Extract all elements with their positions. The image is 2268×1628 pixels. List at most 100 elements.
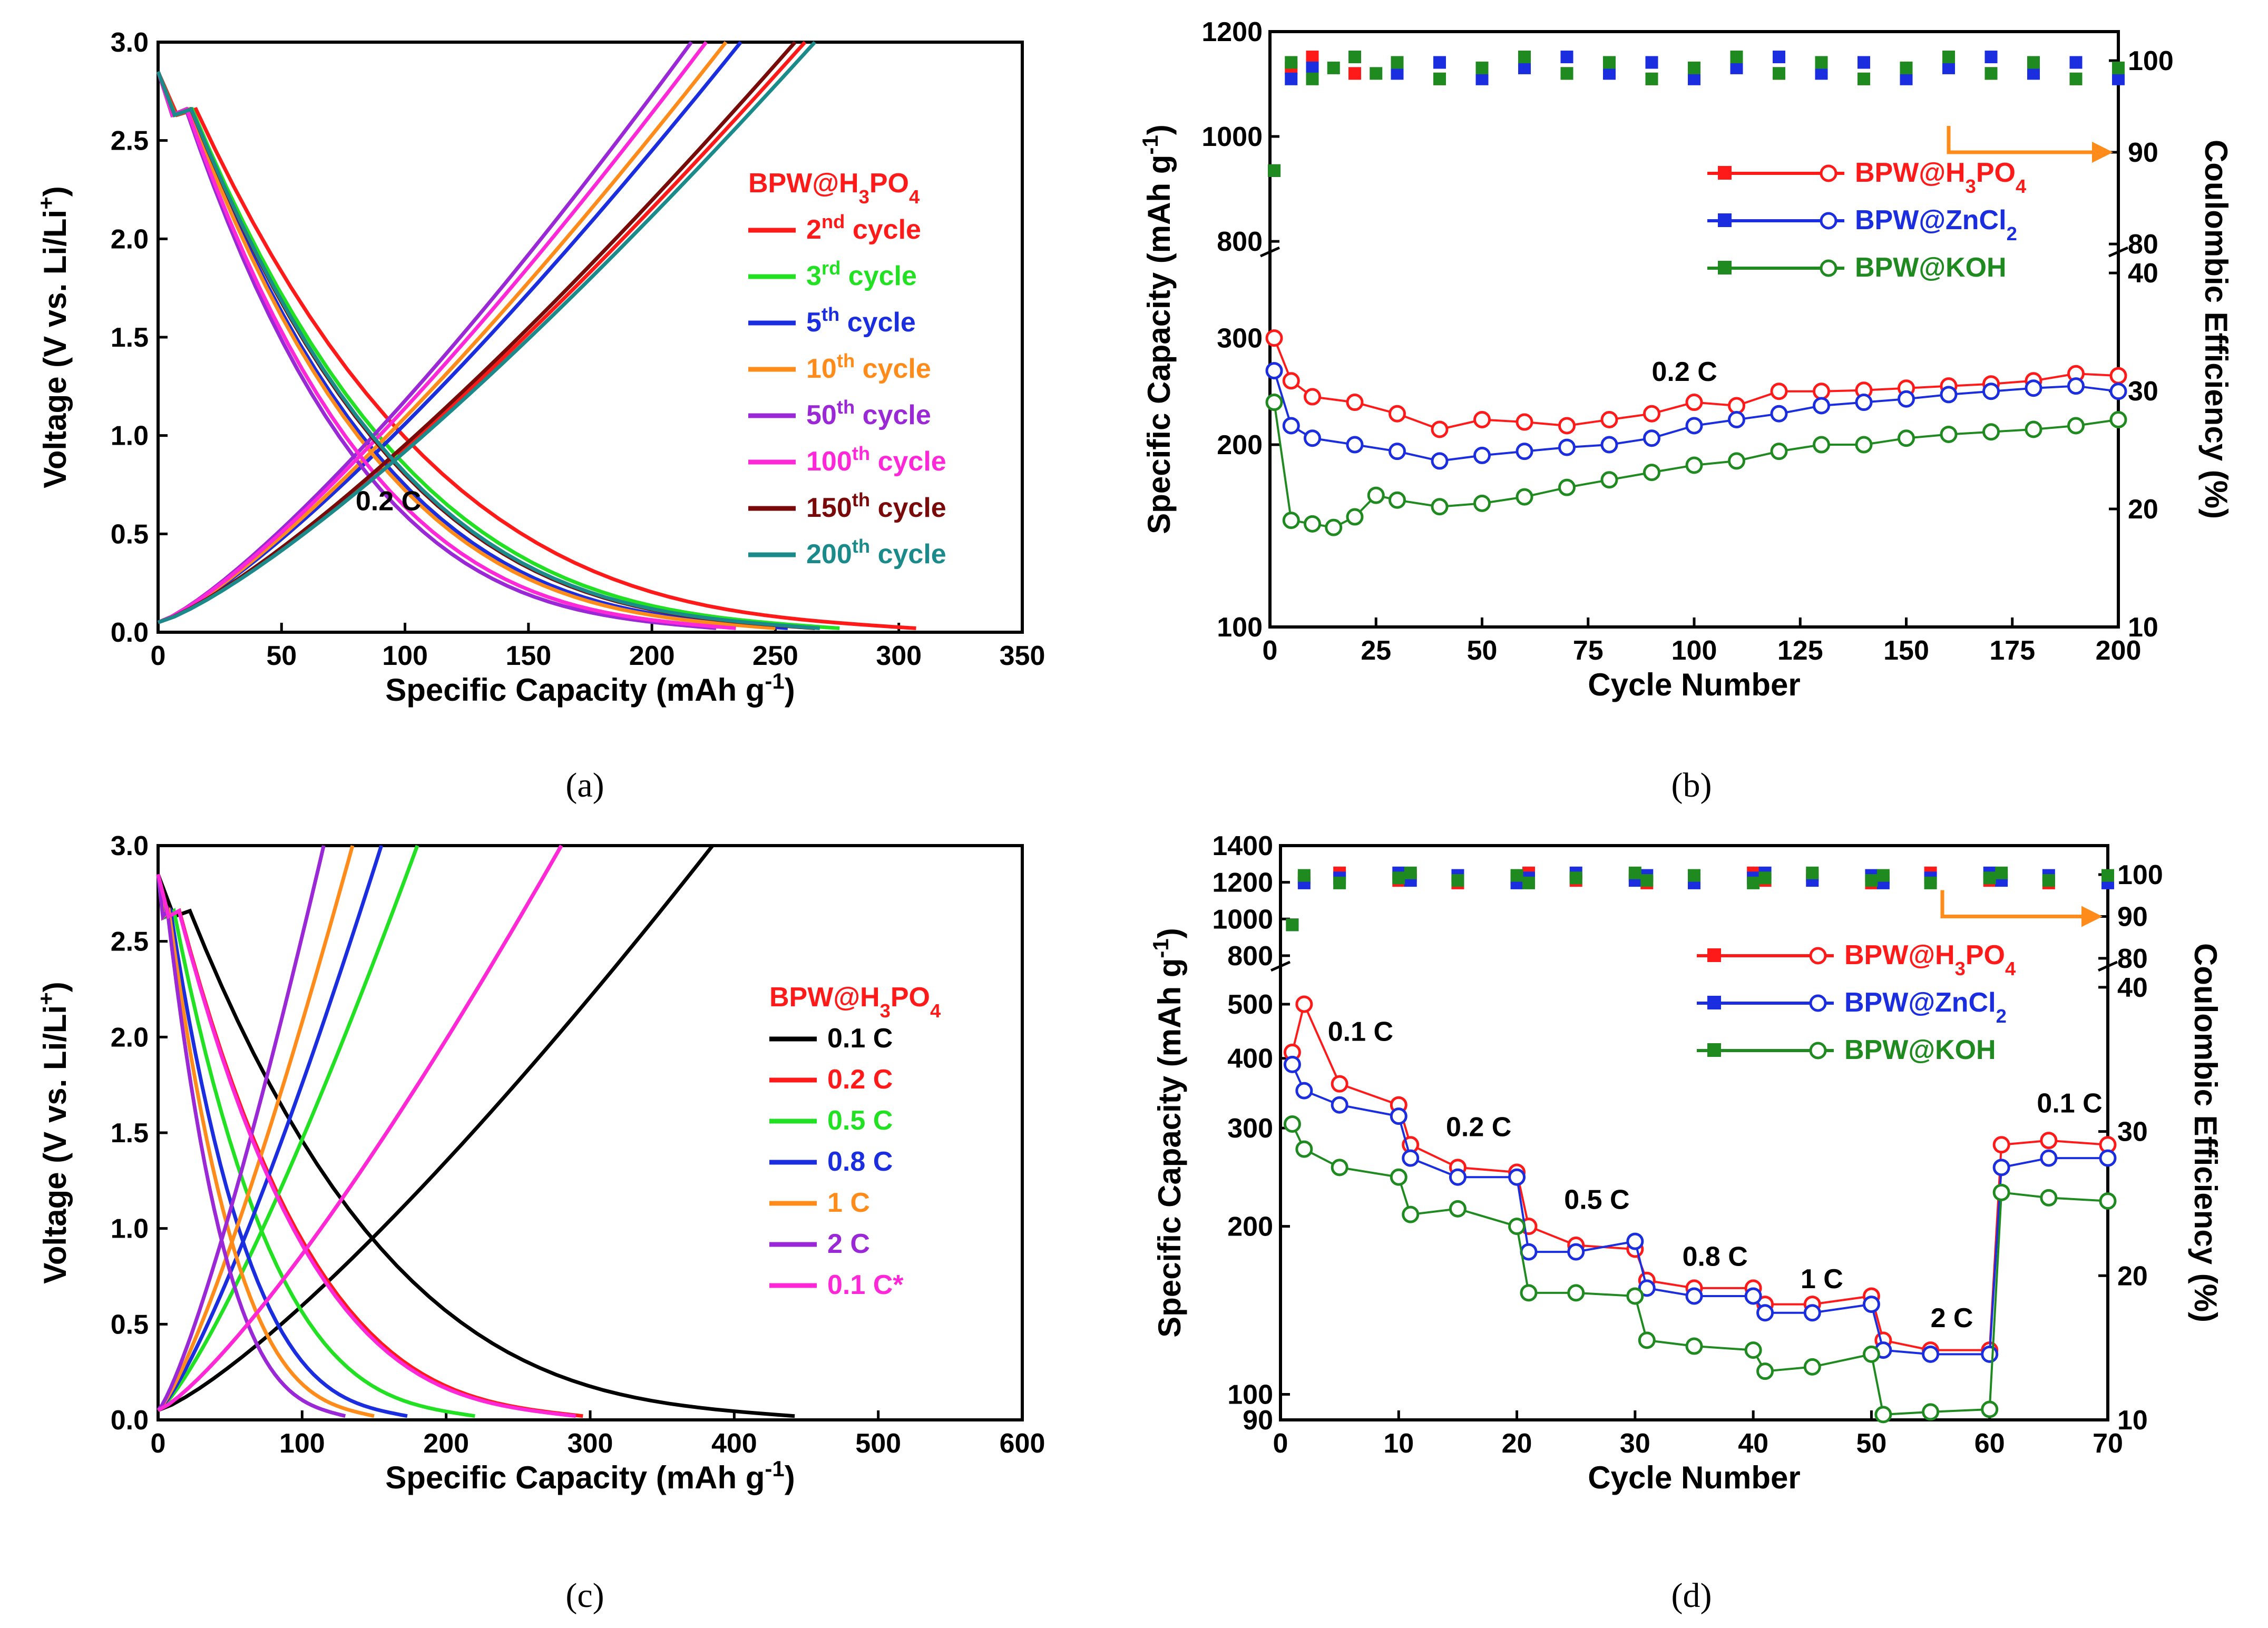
efficiency-point-2 bbox=[1392, 871, 1405, 885]
legend-circle-2 bbox=[1820, 259, 1837, 277]
efficiency-point-0 bbox=[1348, 67, 1361, 80]
legend-square-1 bbox=[1707, 996, 1721, 1009]
x-tick-label: 200 bbox=[629, 641, 675, 671]
rate-label: 0.8 C bbox=[1683, 1241, 1748, 1272]
capacity-point-2 bbox=[1304, 515, 1321, 533]
capacity-point-2 bbox=[1813, 436, 1830, 454]
legend-circle-0 bbox=[1820, 164, 1837, 182]
efficiency-point-1 bbox=[2027, 67, 2040, 80]
capacity-point-2 bbox=[1638, 1331, 1656, 1349]
capacity-point-1 bbox=[1898, 390, 1915, 408]
y-tick-label: 1.0 bbox=[111, 1214, 149, 1244]
efficiency-point-2 bbox=[1645, 72, 1658, 85]
capacity-point-2 bbox=[1473, 494, 1491, 512]
axis-break-left bbox=[1259, 246, 1280, 258]
efficiency-point-2 bbox=[1747, 876, 1760, 889]
plot-frame bbox=[1279, 844, 2109, 1421]
caption-a: (a) bbox=[565, 766, 604, 805]
efficiency-point-2 bbox=[1391, 56, 1404, 69]
capacity-point-1 bbox=[1626, 1232, 1644, 1250]
discharge-curve-3 bbox=[156, 874, 408, 1418]
legend-label-6: 0.1 C* bbox=[827, 1270, 904, 1300]
rate-annotation: 0.2 C bbox=[1652, 357, 1717, 387]
capacity-point-1 bbox=[1402, 1149, 1420, 1167]
efficiency-point-2 bbox=[1404, 866, 1417, 879]
capacity-point-1 bbox=[1981, 1345, 1999, 1363]
y-tick-label: 1.5 bbox=[111, 1118, 149, 1149]
legend-label-2: 5th cycle bbox=[806, 303, 916, 338]
caption-d: (d) bbox=[1671, 1576, 1712, 1615]
y-tick-label: 100 bbox=[1227, 1380, 1273, 1410]
panel-a-voltage-profiles: 0 50 100 150 200 250 300 350 0.0 0.5 1.0 1.5 2.0 2.5 3… bbox=[34, 27, 1045, 708]
legend-circle-1 bbox=[1820, 212, 1837, 230]
capacity-point-2 bbox=[2099, 1192, 2117, 1210]
y2-tick-label: 40 bbox=[2128, 258, 2158, 289]
charge-curve-4 bbox=[157, 845, 355, 1412]
x-tick-label: 200 bbox=[2096, 635, 2142, 666]
y2-tick-label: 30 bbox=[2128, 376, 2158, 407]
legend-title: BPW@H3PO4 bbox=[769, 982, 941, 1022]
capacity-point-2 bbox=[1940, 425, 1958, 443]
legend-circle-0 bbox=[1809, 947, 1827, 965]
y2-tick-label: 30 bbox=[2117, 1117, 2148, 1148]
capacity-point-2 bbox=[1803, 1358, 1821, 1376]
capacity-point-0 bbox=[1600, 410, 1618, 428]
efficiency-point-2 bbox=[1758, 871, 1772, 885]
capacity-point-0 bbox=[1304, 388, 1321, 406]
capacity-point-2 bbox=[1922, 1403, 1940, 1421]
y-tick-label: 800 bbox=[1217, 227, 1263, 257]
efficiency-point-1 bbox=[1518, 61, 1531, 74]
legend-label-3: 10th cycle bbox=[806, 350, 931, 385]
y-tick-label: 2.0 bbox=[111, 224, 149, 254]
efficiency-point-1 bbox=[1984, 51, 1998, 64]
capacity-point-2 bbox=[1855, 436, 1873, 454]
legend-label-5: 2 C bbox=[827, 1229, 870, 1259]
efficiency-point-2 bbox=[2112, 61, 2125, 74]
x-tick-label: 0 bbox=[151, 641, 166, 671]
capacity-point-1 bbox=[1744, 1287, 1762, 1305]
y2-tick-label: 100 bbox=[2128, 46, 2174, 76]
efficiency-point-1 bbox=[1645, 56, 1658, 69]
x-tick-label: 500 bbox=[855, 1428, 901, 1459]
capacity-point-2 bbox=[1295, 1140, 1313, 1158]
x-tick-label: 70 bbox=[2093, 1428, 2123, 1459]
rate-label: 0.5 C bbox=[1564, 1184, 1629, 1215]
efficiency-point-1 bbox=[1900, 72, 1913, 85]
y-tick-label: 1000 bbox=[1212, 904, 1273, 935]
capacity-point-2 bbox=[1744, 1341, 1762, 1359]
efficiency-point-1 bbox=[1730, 61, 1743, 74]
charge-curve-0 bbox=[157, 844, 715, 1413]
axis-break-left bbox=[1270, 960, 1291, 972]
x-tick-label: 100 bbox=[382, 641, 428, 671]
panel-d-rate-capability: 0 10 20 30 40 50 60 709010020030040050080010001… bbox=[1148, 831, 2224, 1495]
efficiency-point-2 bbox=[1297, 869, 1311, 882]
x-tick-label: 40 bbox=[1738, 1428, 1768, 1459]
rate-annotation: 0.2 C bbox=[356, 486, 421, 517]
x-tick-label: 175 bbox=[1989, 635, 2035, 666]
x-tick-label: 20 bbox=[1502, 1428, 1532, 1459]
y2-tick-label: 40 bbox=[2117, 973, 2148, 1003]
capacity-point-1 bbox=[1431, 452, 1449, 470]
capacity-point-1 bbox=[1558, 438, 1576, 456]
panel-c-rate-profiles: 0 100 200 300 400 500 600 0.0 0.5 1.0 1.5 2.0 2.5 3.0… bbox=[34, 831, 1045, 1495]
efficiency-point-2 bbox=[1640, 874, 1654, 887]
y-tick-label: 1.5 bbox=[111, 322, 149, 353]
ce-arrow-head bbox=[2081, 906, 2103, 927]
x-tick-label: 300 bbox=[568, 1428, 613, 1459]
capacity-point-2 bbox=[1600, 471, 1618, 489]
x-tick-label: 30 bbox=[1620, 1428, 1650, 1459]
y2-tick-label: 100 bbox=[2117, 860, 2163, 890]
efficiency-point-1 bbox=[1285, 72, 1298, 85]
discharge-curve-1 bbox=[156, 71, 840, 630]
y-tick-label: 1200 bbox=[1201, 17, 1263, 47]
capacity-point-1 bbox=[1346, 436, 1364, 454]
capacity-point-0 bbox=[1813, 383, 1830, 400]
legend-label-1: 3rd cycle bbox=[806, 257, 917, 292]
legend-label-4: 1 C bbox=[827, 1188, 870, 1218]
legend-label-2: 0.5 C bbox=[827, 1105, 893, 1136]
capacity-point-2 bbox=[1982, 423, 2000, 441]
y-tick-label: 200 bbox=[1227, 1212, 1273, 1242]
efficiency-point-2 bbox=[1327, 61, 1340, 74]
rate-label: 0.1 C bbox=[2037, 1088, 2102, 1119]
discharge-curve-2 bbox=[156, 874, 475, 1418]
